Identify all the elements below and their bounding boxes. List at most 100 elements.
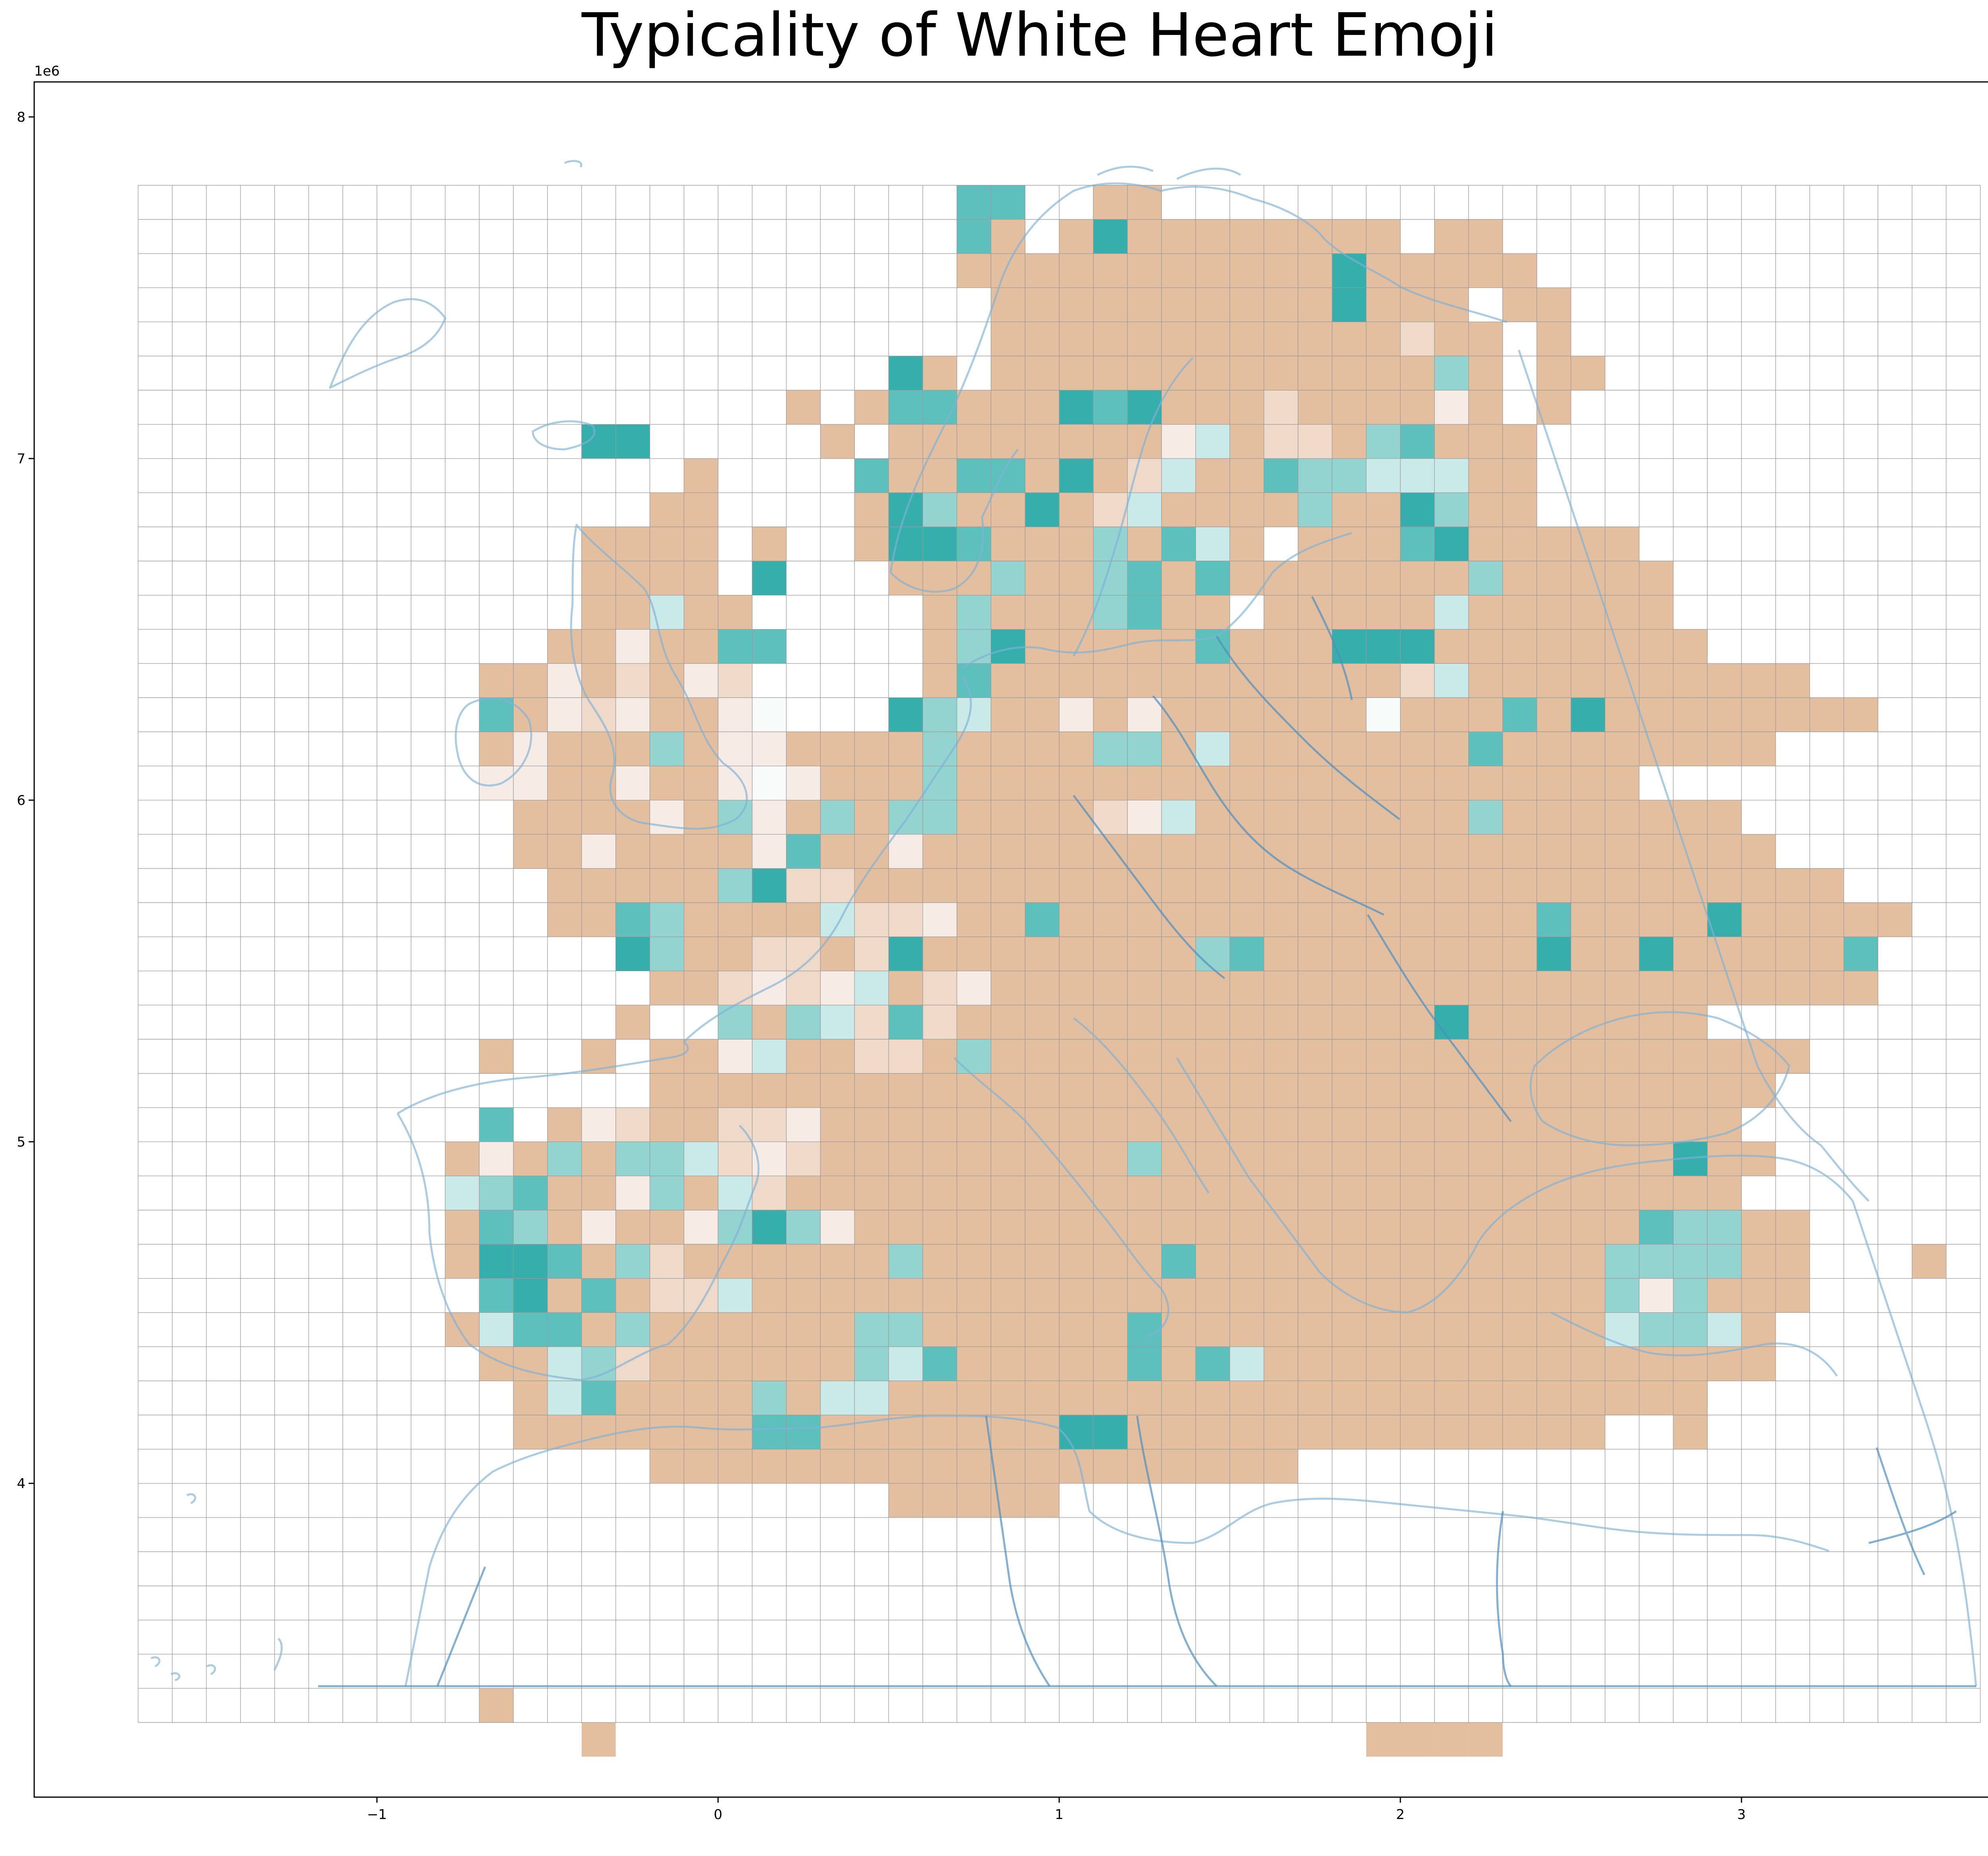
north-africa-coast (404, 1415, 1829, 1687)
grid-cell (1639, 663, 1673, 698)
grid-cell (547, 1142, 582, 1176)
grid-cell (615, 424, 650, 459)
grid-cell (1093, 698, 1128, 732)
grid-cell (547, 800, 582, 834)
grid-cell (1230, 219, 1264, 254)
grid-cell (752, 1005, 786, 1040)
grid-cell (1571, 1142, 1605, 1176)
grid-cell (1093, 868, 1128, 903)
grid-cell (1571, 698, 1605, 732)
grid-cell (1196, 595, 1230, 630)
grid-cell (513, 834, 547, 869)
grid-cell (1127, 1005, 1162, 1040)
grid-cell (650, 1244, 684, 1279)
grid-cell (1741, 937, 1776, 971)
grid-cell (1230, 1244, 1264, 1279)
grid-cell (991, 1142, 1025, 1176)
grid-cell (1434, 322, 1469, 356)
grid-cell (889, 1347, 923, 1381)
grid-cell (650, 800, 684, 834)
grid-cell (650, 561, 684, 595)
grid-cell (786, 766, 821, 800)
grid-cell (1298, 937, 1332, 971)
grid-cell (1434, 1176, 1469, 1210)
grid-cell (1468, 253, 1503, 288)
grid-cell (1161, 937, 1196, 971)
iceland-coast (532, 420, 596, 451)
grid-cell (1332, 800, 1367, 834)
grid-cell (1298, 288, 1332, 322)
black-sea-coast (1530, 1011, 1790, 1147)
grid-cell (1434, 1005, 1469, 1040)
grid-cell (1503, 971, 1537, 1005)
grid-cell (1264, 322, 1298, 356)
grid-cell (581, 1381, 616, 1415)
grid-cell (1127, 527, 1162, 561)
grid-cell (1503, 1005, 1537, 1040)
grid-cell (1468, 1722, 1503, 1757)
grid-cell (752, 902, 786, 937)
grid-cell (1230, 527, 1264, 561)
grid-cell (1196, 219, 1230, 254)
grid-cell (1366, 698, 1400, 732)
grid-cell (1298, 1415, 1332, 1450)
grid-cell (991, 732, 1025, 766)
grid-cell (957, 527, 991, 561)
grid-cell (1059, 902, 1093, 937)
grid-cell (1673, 1244, 1708, 1279)
grid-cell (1264, 800, 1298, 834)
grid-cell (1537, 937, 1571, 971)
grid-cell (752, 800, 786, 834)
grid-cell (479, 1347, 514, 1381)
grid-cell (786, 1142, 821, 1176)
grid-cell (1673, 1176, 1708, 1210)
x-tick-label: −1 (367, 1807, 387, 1823)
grid-cell (1264, 1073, 1298, 1108)
grid-cell (1230, 288, 1264, 322)
grid-cell (820, 1005, 855, 1040)
grid-cell (718, 902, 752, 937)
grid-cell (650, 698, 684, 732)
grid-cell (1434, 971, 1469, 1005)
grid-cell (1605, 800, 1639, 834)
grid-cell (1093, 288, 1128, 322)
grid-cell (1093, 732, 1128, 766)
grid-cell (1025, 390, 1059, 425)
grid-cell (1468, 937, 1503, 971)
grid-cell (1707, 1210, 1741, 1244)
grid-cell (1196, 1415, 1230, 1450)
grid-cell (1196, 1347, 1230, 1381)
grid-cell (1161, 1381, 1196, 1415)
continental-coast (397, 675, 972, 1115)
italy-coast (953, 1017, 1210, 1337)
grid-cell (1332, 1176, 1367, 1210)
grid-cell (889, 868, 923, 903)
grid-cell (957, 1244, 991, 1279)
grid-cell (1537, 1176, 1571, 1210)
grid-cell (1537, 800, 1571, 834)
grid-cell (684, 459, 718, 493)
grid-cell (1673, 1039, 1708, 1074)
grid-cell (1605, 868, 1639, 903)
grid-cell (1127, 766, 1162, 800)
grid-cell (1434, 424, 1469, 459)
grid-cell (786, 902, 821, 937)
grid-cell (1127, 902, 1162, 937)
grid-cell (1537, 322, 1571, 356)
grid-cell (1639, 1005, 1673, 1040)
grid-cell (854, 1142, 889, 1176)
grid-cell (1332, 1210, 1367, 1244)
grid-cell (479, 1039, 514, 1074)
grid-cell (479, 766, 514, 800)
grid-cell (547, 1244, 582, 1279)
grid-cell (1127, 356, 1162, 391)
grid-cell (991, 1108, 1025, 1142)
grid-cell (1605, 1210, 1639, 1244)
grid-cell (889, 698, 923, 732)
grid-cell (1196, 1210, 1230, 1244)
grid-cell (1093, 1415, 1128, 1450)
grid-cell (1332, 629, 1367, 664)
grid-cell (854, 1449, 889, 1483)
grid-cell (820, 424, 855, 459)
grid-cell (1707, 1039, 1741, 1074)
